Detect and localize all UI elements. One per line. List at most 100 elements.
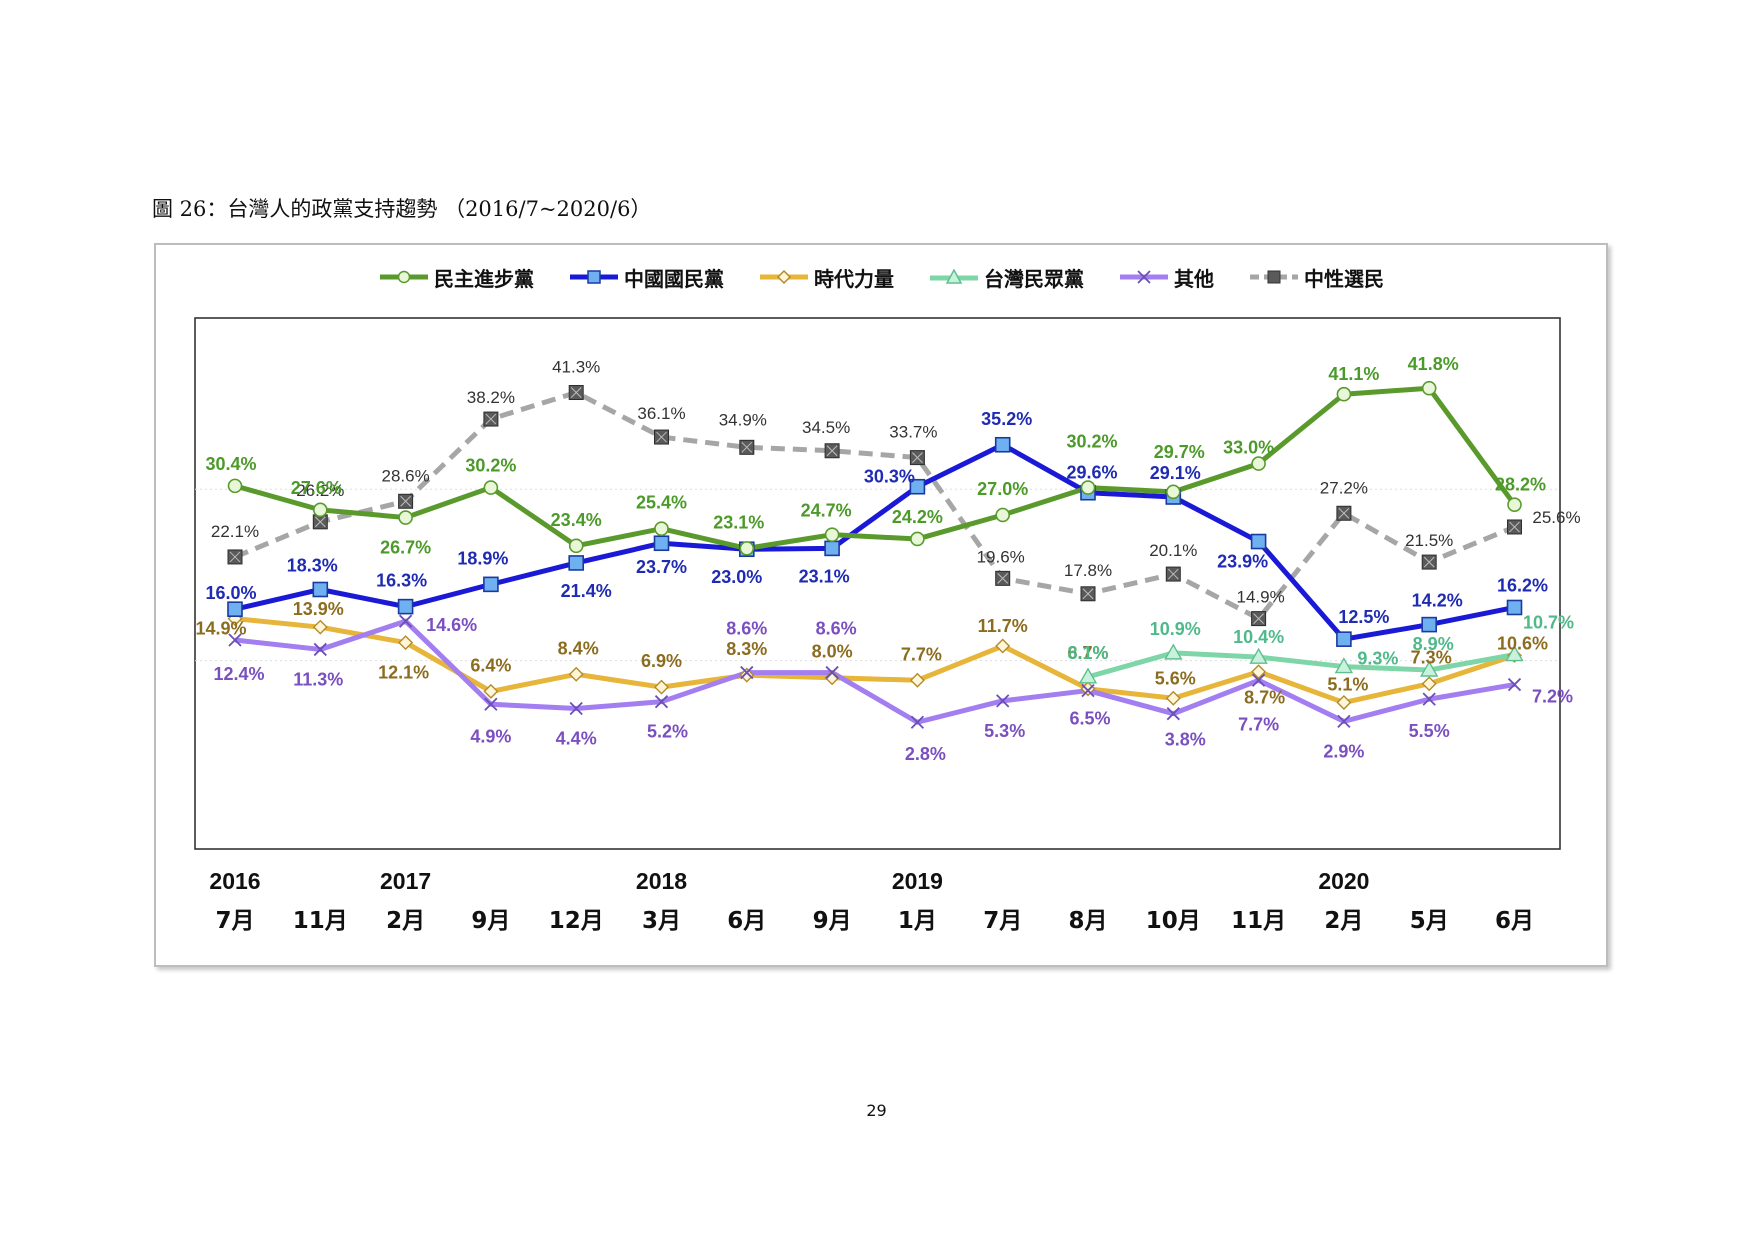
x-tick-label: 7月 [215, 908, 254, 934]
data-label: 8.4% [558, 638, 599, 658]
x-tick-label: 11月 [1231, 908, 1286, 934]
data-point [1507, 497, 1522, 513]
data-label: 26.7% [380, 538, 431, 558]
data-point [995, 638, 1011, 654]
data-label: 4.4% [556, 729, 597, 749]
data-label: 7.3% [1411, 648, 1452, 668]
data-point [483, 576, 499, 593]
data-label: 14.6% [426, 615, 477, 635]
data-label: 36.1% [637, 404, 685, 423]
data-label: 12.1% [378, 663, 429, 683]
data-label: 8.7% [1244, 688, 1285, 708]
data-label: 26.2% [296, 481, 344, 500]
data-point [824, 670, 840, 686]
data-label: 8.6% [816, 619, 857, 639]
x-tick-label: 6月 [727, 908, 766, 934]
data-label: 30.2% [1066, 432, 1117, 452]
data-label: 29.7% [1154, 442, 1205, 462]
data-label: 7.7% [901, 644, 942, 664]
data-point [656, 431, 667, 443]
data-point [1338, 507, 1350, 519]
legend-swatch-square-icon [570, 270, 618, 284]
data-label: 10.6% [1497, 633, 1548, 653]
legend-label-dpp: 民主進步黨 [434, 266, 534, 291]
x-tick-label: 2月 [1324, 908, 1363, 934]
data-label: 14.9% [195, 619, 246, 639]
x-tick-label: 3月 [642, 908, 681, 934]
data-label: 27.6% [291, 478, 342, 498]
data-point [485, 413, 497, 425]
data-point [653, 535, 670, 552]
data-point [569, 701, 583, 716]
legend-item-tpp: 台灣民眾黨 [928, 263, 1084, 292]
data-point [312, 619, 328, 635]
data-point [1336, 631, 1352, 647]
data-point [1337, 714, 1351, 729]
x-tick-label: 7月 [983, 908, 1022, 934]
data-point [312, 581, 329, 598]
data-point [1251, 664, 1267, 680]
data-label: 23.0% [711, 567, 762, 587]
data-label: 33.7% [889, 423, 937, 442]
data-point [398, 635, 414, 651]
data-point [1336, 695, 1352, 711]
data-point [1423, 556, 1435, 568]
x-tick-label: 12月 [549, 908, 604, 934]
legend-swatch-diamond-icon [760, 269, 808, 285]
data-point [313, 642, 327, 657]
legend-swatch-triangle-icon [930, 269, 978, 284]
chart-legend: 民主進步黨 中國國民黨 時代力量 台灣民眾黨 其他 [154, 263, 1608, 291]
data-label: 5.5% [1409, 721, 1450, 741]
legend-swatch-box-icon [1250, 270, 1298, 284]
data-point [1253, 613, 1264, 624]
legend-swatch-circle-icon [380, 270, 428, 284]
data-label: 24.7% [801, 501, 852, 521]
data-label: 23.7% [636, 557, 687, 577]
data-point [1419, 660, 1439, 677]
data-point [568, 666, 584, 682]
data-point [825, 665, 839, 680]
data-point [483, 480, 499, 495]
data-point [654, 695, 669, 709]
x-tick-label: 9月 [813, 908, 852, 934]
data-point [1166, 484, 1181, 500]
data-point [739, 667, 755, 683]
data-label: 14.9% [1236, 588, 1284, 607]
x-year-label: 2017 [380, 868, 431, 894]
data-label: 5.2% [647, 722, 688, 742]
data-label: 5.3% [984, 721, 1025, 741]
data-label: 18.3% [287, 555, 338, 575]
data-label: 28.6% [381, 466, 429, 485]
data-label: 19.6% [977, 547, 1025, 566]
x-tick-label: 1月 [898, 908, 937, 934]
x-tick-label: 6月 [1495, 908, 1534, 934]
data-label: 29.1% [1150, 463, 1201, 483]
data-point [1251, 456, 1266, 471]
data-point [229, 551, 241, 563]
data-point [826, 445, 838, 457]
data-label: 34.5% [802, 418, 850, 437]
series-line-npp [234, 616, 1516, 706]
data-point [1422, 692, 1436, 706]
data-label: 34.9% [719, 410, 767, 429]
data-label: 17.8% [1064, 561, 1112, 580]
data-point [909, 478, 926, 495]
data-point [995, 507, 1011, 523]
legend-label-npp: 時代力量 [814, 266, 894, 291]
data-point [228, 633, 242, 647]
data-label: 23.1% [713, 512, 764, 532]
data-point [1081, 683, 1095, 698]
data-point [1334, 657, 1354, 674]
data-label: 6.5% [1069, 709, 1110, 729]
data-point [654, 521, 669, 536]
data-point [227, 601, 243, 617]
data-point [1080, 480, 1096, 495]
data-point [1166, 707, 1180, 721]
data-label: 10.9% [1150, 619, 1201, 639]
data-point [568, 538, 584, 554]
data-point [996, 694, 1010, 708]
data-point [739, 541, 755, 556]
x-tick-label: 9月 [471, 908, 510, 934]
data-point [1421, 380, 1437, 396]
data-label: 8.6% [726, 619, 767, 639]
